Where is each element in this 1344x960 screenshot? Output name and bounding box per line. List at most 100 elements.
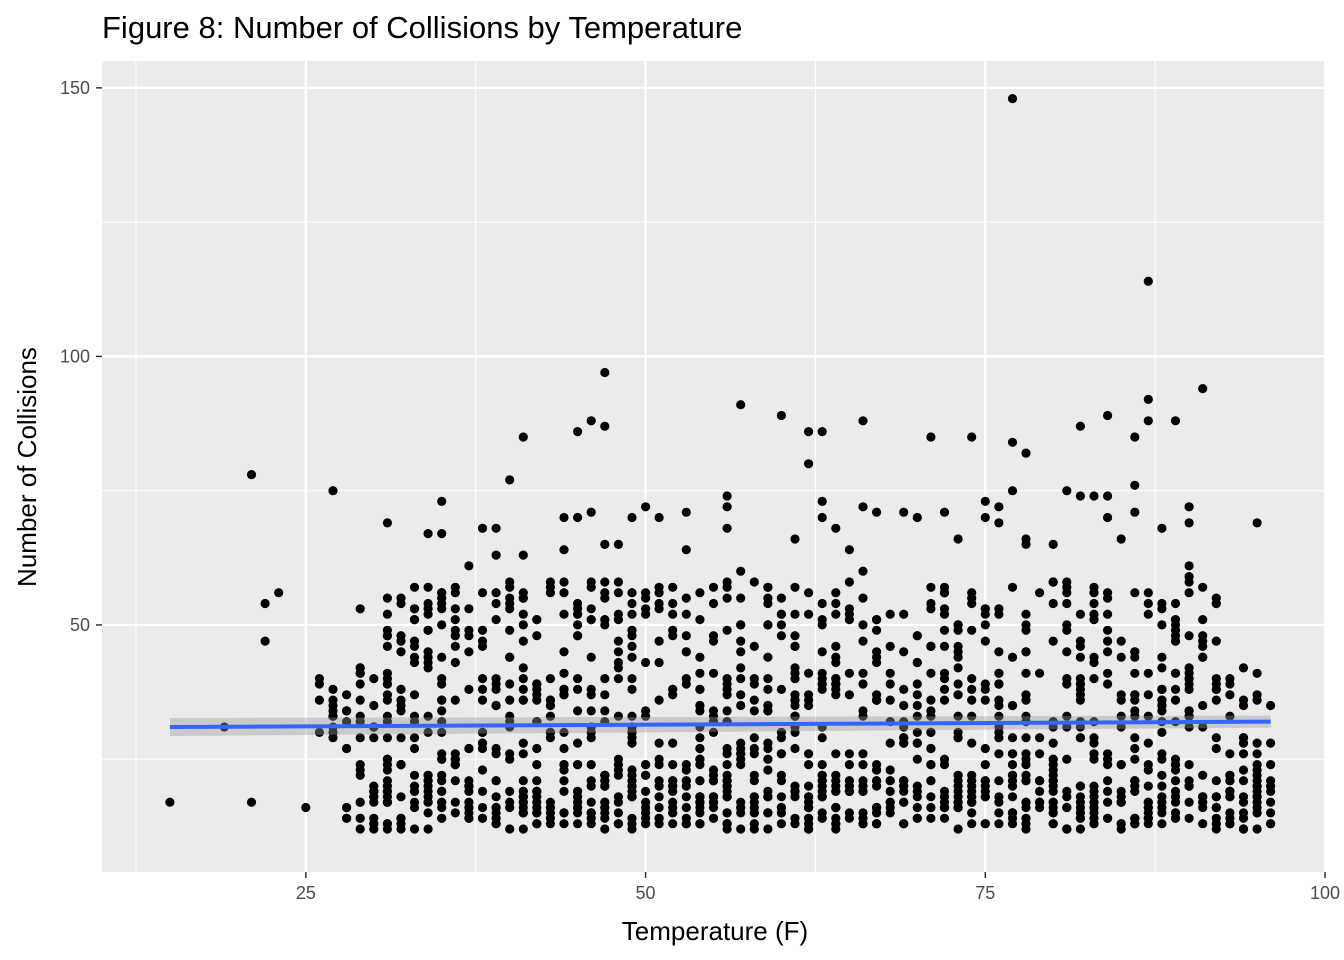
data-point [668, 582, 678, 592]
data-point [994, 502, 1004, 512]
data-point [912, 738, 922, 748]
data-point [586, 652, 596, 662]
data-point [831, 824, 841, 834]
data-point [708, 582, 719, 592]
data-point [831, 802, 841, 813]
data-point [722, 491, 732, 501]
data-point [573, 738, 583, 748]
data-point [1062, 711, 1072, 721]
data-point [872, 507, 882, 517]
data-point [912, 690, 922, 700]
data-point [681, 819, 691, 829]
data-point [559, 512, 569, 523]
data-point [437, 652, 447, 662]
data-point [450, 641, 460, 652]
data-point [939, 695, 950, 705]
data-point [409, 582, 420, 592]
data-point [641, 786, 651, 797]
data-point [899, 647, 909, 657]
data-point [953, 647, 963, 657]
data-point [844, 760, 855, 770]
data-point [1211, 824, 1221, 834]
data-point [668, 776, 678, 786]
data-point [450, 582, 460, 592]
data-point [831, 641, 841, 652]
data-point [831, 776, 841, 786]
data-point [763, 792, 773, 802]
data-point [1184, 722, 1194, 732]
data-point [994, 819, 1004, 829]
data-point [722, 593, 732, 603]
data-point [246, 797, 257, 807]
data-point [355, 797, 365, 807]
data-point [926, 706, 936, 716]
data-point [409, 641, 420, 652]
data-point [573, 512, 583, 523]
data-point [518, 663, 528, 673]
data-point [559, 786, 569, 797]
data-point [573, 760, 583, 770]
data-point [994, 695, 1004, 705]
data-point [1170, 776, 1181, 786]
data-point [600, 674, 610, 684]
plot-panel [102, 61, 1325, 872]
data-point [967, 598, 977, 609]
data-point [1062, 802, 1072, 813]
data-point [790, 674, 800, 684]
data-point [586, 615, 596, 625]
data-point [382, 754, 392, 764]
data-point [437, 604, 447, 614]
data-point [872, 819, 882, 829]
data-point [613, 808, 624, 818]
data-point [926, 813, 936, 823]
data-point [885, 609, 895, 619]
data-point [899, 733, 909, 743]
data-point [1143, 797, 1153, 807]
data-point [695, 668, 705, 678]
data-point [1211, 674, 1221, 684]
data-point [586, 733, 596, 743]
data-point [790, 743, 800, 754]
data-point [831, 609, 841, 619]
data-point [396, 824, 406, 834]
data-point [423, 598, 433, 609]
data-point [1103, 625, 1113, 635]
data-point [912, 657, 922, 668]
data-point [1198, 384, 1208, 394]
data-point [1225, 770, 1235, 780]
data-point [559, 776, 569, 786]
data-point [477, 523, 488, 533]
data-point [763, 808, 773, 818]
data-point [1089, 657, 1099, 668]
data-point [668, 609, 678, 619]
data-point [627, 641, 637, 652]
data-point [776, 410, 787, 421]
data-point [776, 684, 787, 695]
data-point [749, 770, 759, 780]
data-point [790, 609, 800, 619]
data-point [396, 647, 406, 657]
data-point [437, 695, 447, 705]
data-point [1048, 598, 1058, 609]
data-point [409, 690, 420, 700]
data-point [627, 588, 637, 598]
data-point [1143, 609, 1153, 619]
data-point [736, 797, 746, 807]
data-point [1252, 802, 1262, 813]
data-point [817, 647, 827, 657]
data-point [749, 802, 759, 813]
data-point [409, 824, 420, 834]
data-point [885, 668, 895, 678]
data-point [505, 604, 515, 614]
data-point [872, 802, 882, 813]
data-point [505, 679, 515, 689]
data-point [1143, 416, 1153, 426]
data-point [477, 636, 488, 646]
data-point [600, 824, 610, 834]
data-point [545, 695, 556, 705]
data-point [1143, 690, 1153, 700]
data-point [790, 819, 800, 829]
x-tick-label: 75 [975, 883, 995, 903]
data-point [722, 824, 732, 834]
data-point [1075, 491, 1085, 501]
